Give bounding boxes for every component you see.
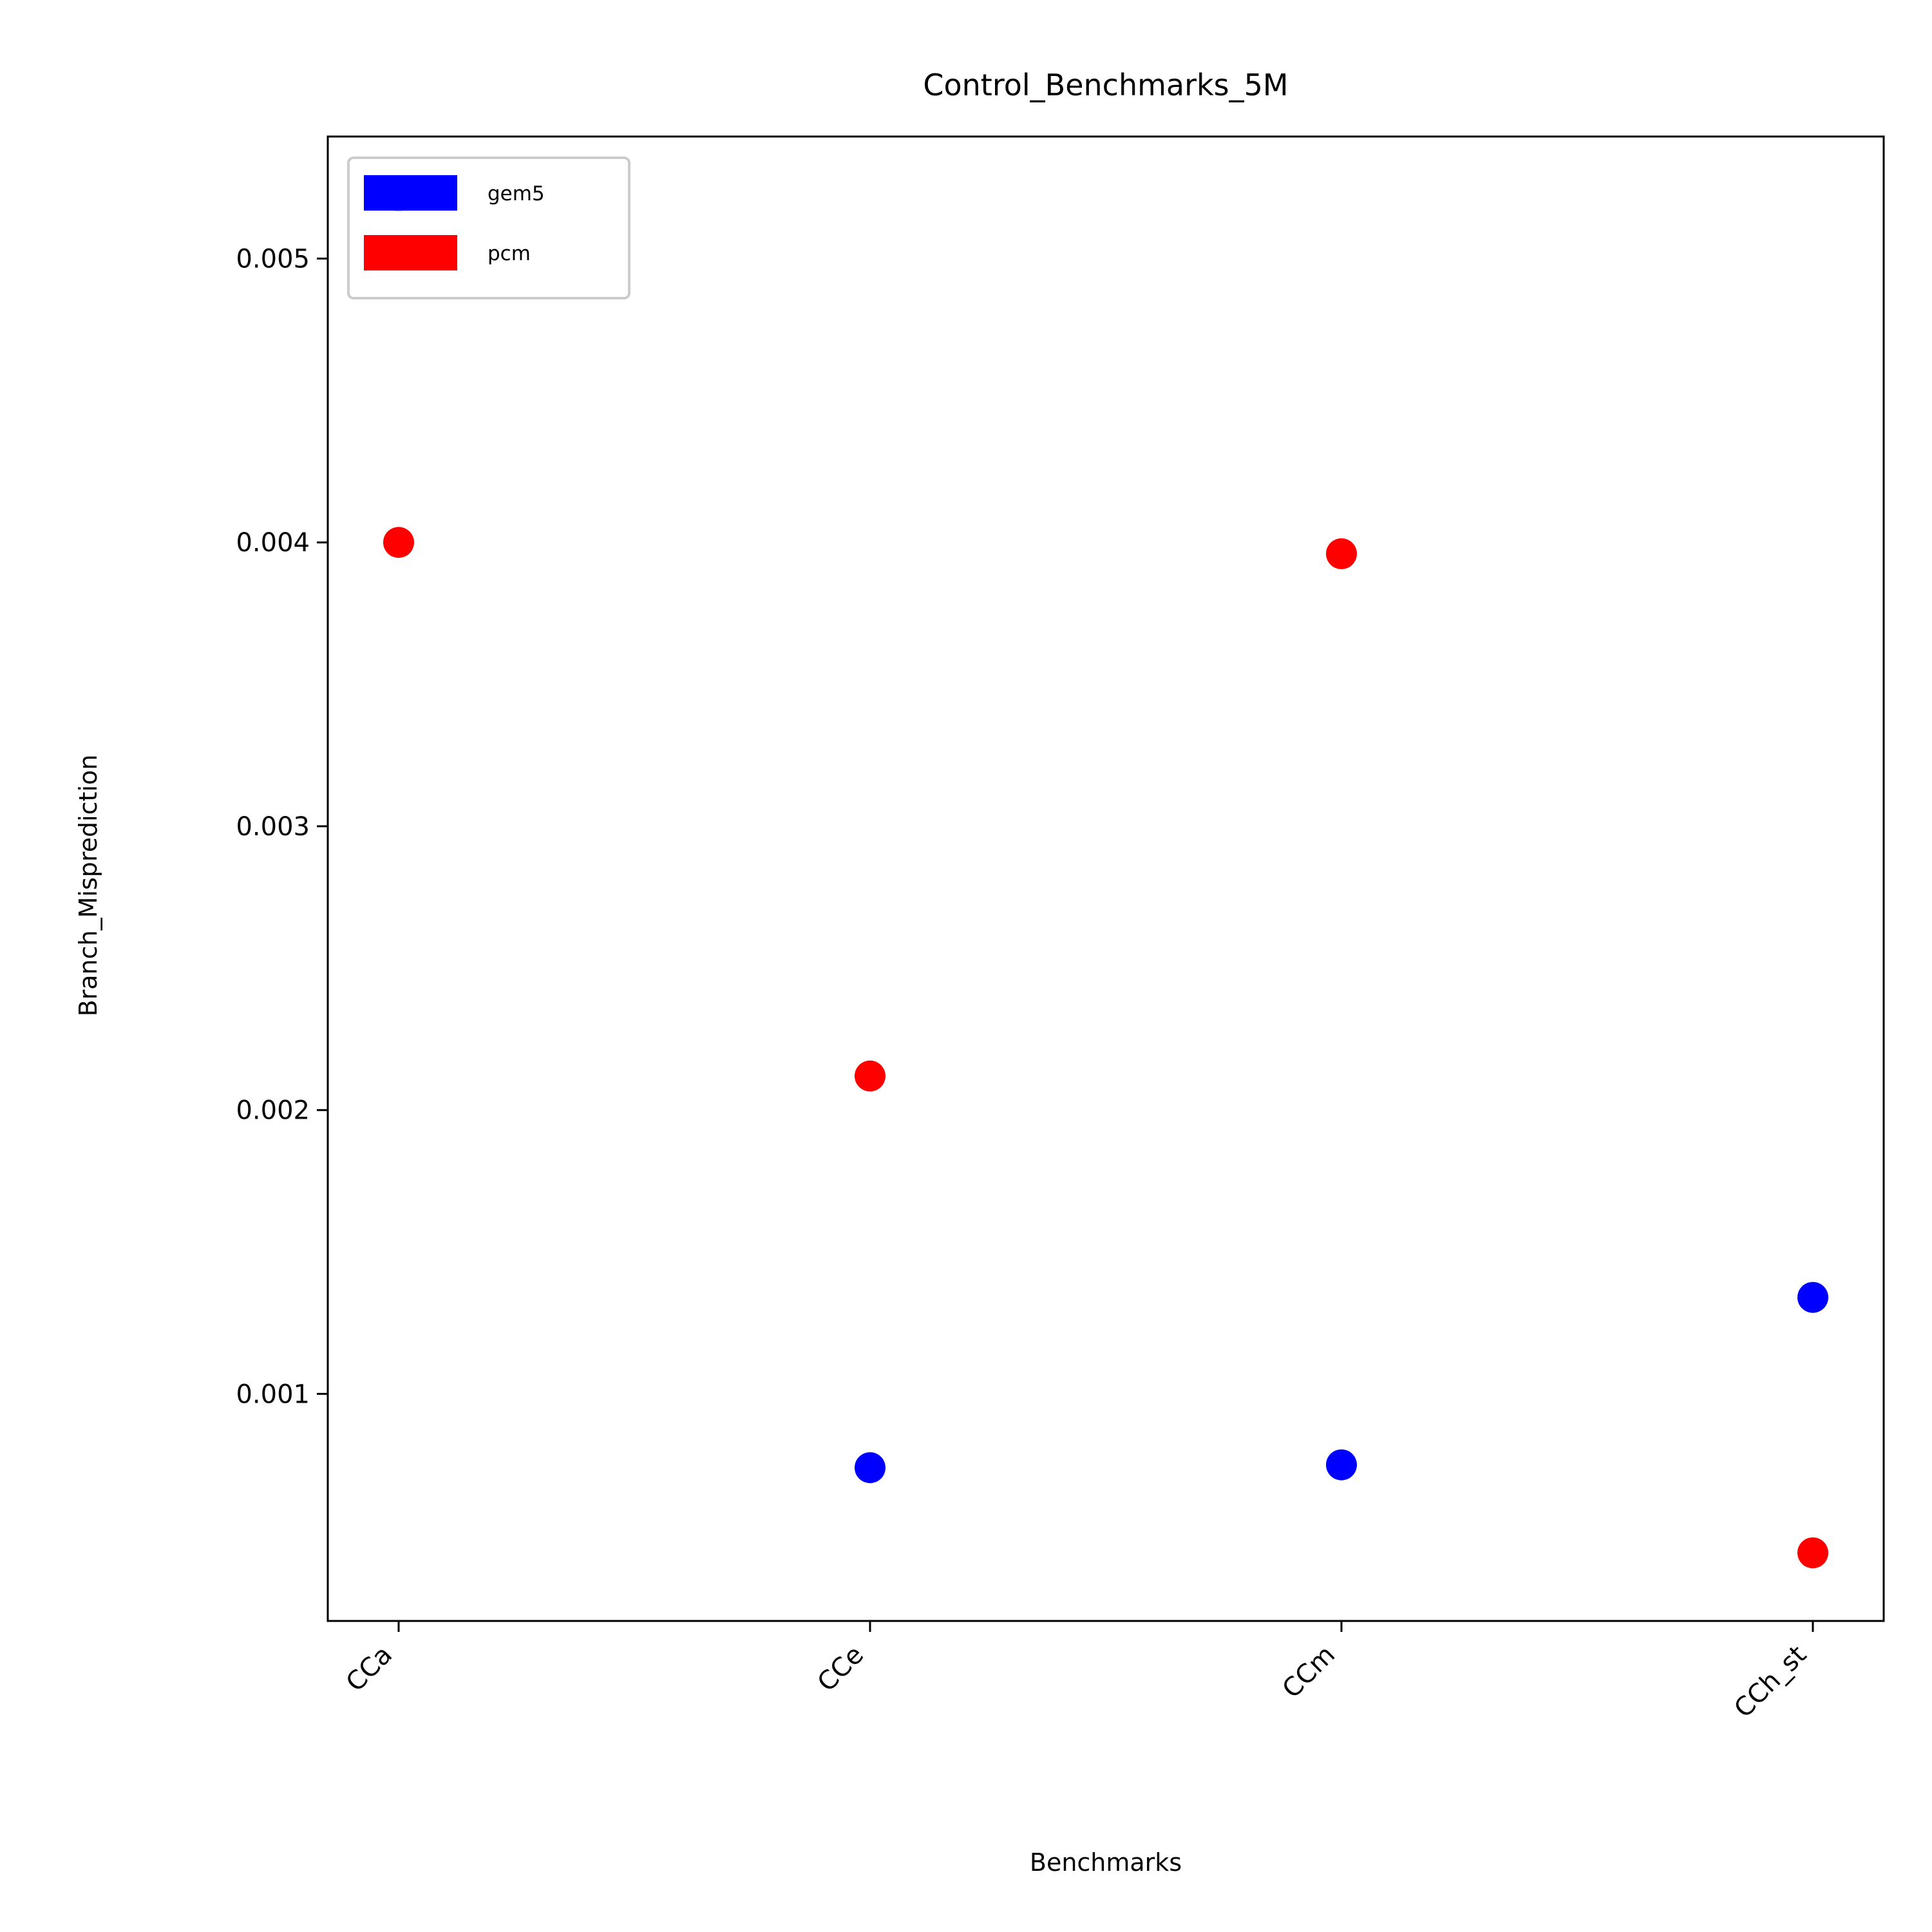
data-point-pcm-CCm bbox=[1326, 538, 1357, 569]
x-tick-label: CCe bbox=[812, 1640, 869, 1698]
y-tick-label: 0.002 bbox=[236, 1096, 310, 1126]
data-point-gem5-CCm bbox=[1326, 1449, 1357, 1481]
plot-area bbox=[328, 137, 1884, 1621]
x-tick-label: CCh_st bbox=[1728, 1640, 1812, 1724]
data-point-pcm-CCe bbox=[855, 1060, 886, 1092]
y-tick-label: 0.004 bbox=[236, 528, 310, 558]
legend-swatch-gem5 bbox=[364, 175, 457, 211]
legend-swatch-pcm bbox=[364, 235, 457, 270]
plot-frame bbox=[327, 135, 1885, 1622]
x-axis-label: Benchmarks bbox=[1030, 1848, 1182, 1877]
y-tick-label: 0.005 bbox=[236, 245, 310, 274]
y-tick-label: 0.003 bbox=[236, 812, 310, 842]
y-tick-label: 0.001 bbox=[236, 1379, 310, 1409]
x-tick-label: CCm bbox=[1276, 1640, 1341, 1705]
data-point-gem5-CCh_st bbox=[1797, 1282, 1828, 1313]
x-tick-label: CCa bbox=[341, 1640, 398, 1698]
y-axis-label: Branch_Misprediction bbox=[74, 755, 102, 1017]
data-point-pcm-CCh_st bbox=[1797, 1537, 1828, 1569]
data-point-gem5-CCe bbox=[855, 1452, 886, 1484]
legend-label-gem5: gem5 bbox=[488, 182, 545, 205]
chart-title: Control_Benchmarks_5M bbox=[923, 68, 1288, 102]
legend-label-pcm: pcm bbox=[488, 242, 531, 265]
data-point-pcm-CCa bbox=[383, 527, 414, 558]
legend: gem5 pcm bbox=[347, 156, 630, 299]
